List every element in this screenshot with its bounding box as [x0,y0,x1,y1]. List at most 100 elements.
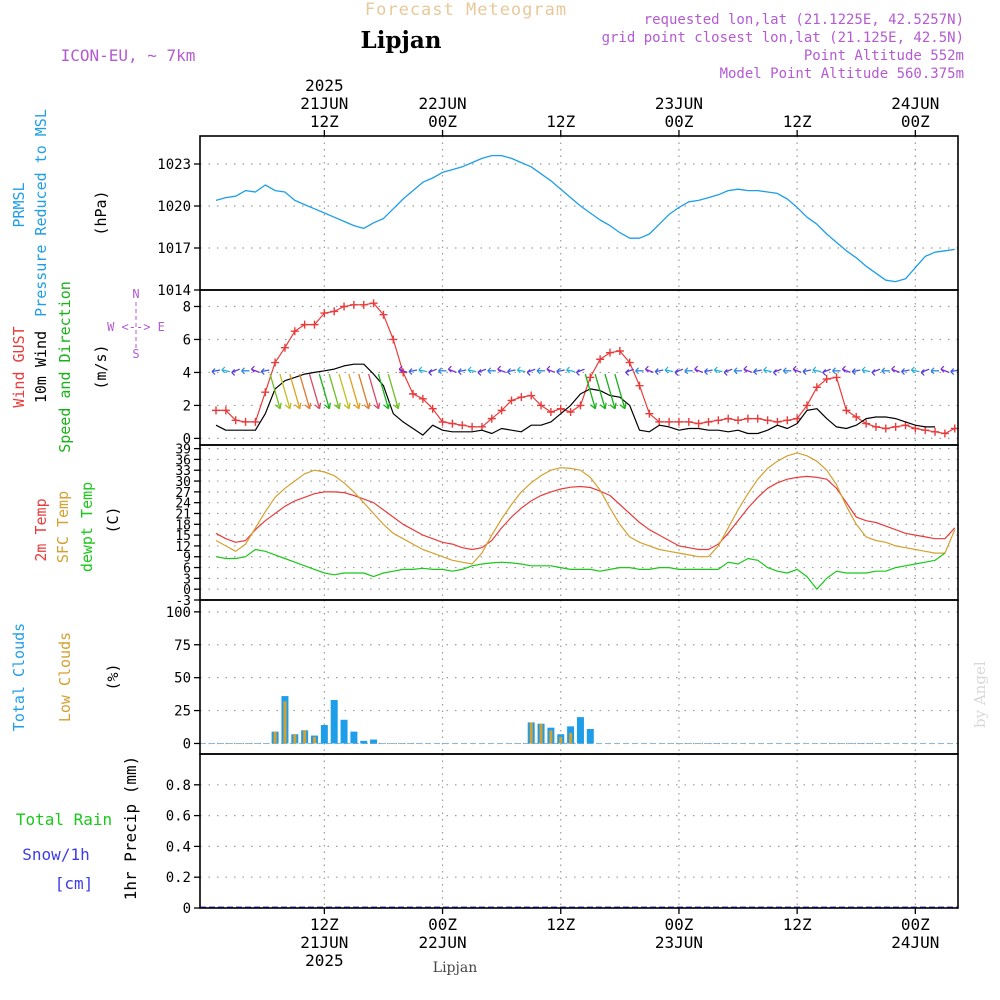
wind-gust-marker [881,424,890,433]
pressure-line [215,154,955,283]
ytick-label: 2 [183,398,191,414]
wind-direction-arrow [881,367,886,375]
panel-frame-temperature [199,444,959,601]
total-cloud-bar [576,717,584,744]
bottom-time-label: 12Z [546,915,575,934]
wind-direction-arrow [458,369,467,373]
wind-gust-marker [497,406,506,415]
wind-direction-arrow [851,368,856,376]
wind-direction-arrow [704,368,708,376]
ytick-label: 36 [175,453,191,468]
wind-direction-arrow [516,366,521,374]
wind-direction-arrow [782,367,787,375]
ytick-label: 4 [183,365,191,381]
ytick-label: 50 [174,671,191,687]
wind-gust-marker [271,358,280,367]
temp-2m-line [215,475,956,551]
wind-direction-arrow [338,373,350,409]
wind-direction-arrow [871,368,876,376]
ytick-label: 18 [175,518,191,533]
model-label: ICON-EU, ~ 7km [61,46,196,65]
ytick-label: 1017 [157,241,191,257]
temp-dewpt-label: dewpt Temp [78,482,96,572]
ytick-label: 3 [183,572,191,587]
wind-gust-marker [261,388,270,397]
wind-gust-marker [684,417,693,426]
wind-direction-arrow [940,365,945,373]
ytick-label: 8 [183,299,191,315]
top-time-label: 12Z [310,112,339,131]
wind-direction-arrow [802,369,812,373]
point-info-line: Point Altitude 552m [804,48,964,64]
wind-direction-arrow [314,402,322,410]
wind-gust-marker [389,335,398,344]
total-cloud-bar [350,731,358,744]
low-cloud-bar [569,732,573,744]
low-cloud-bar [283,701,287,744]
snow-label: Snow/1h [22,845,89,864]
wind-direction-arrow [353,402,361,410]
wind-direction-arrow [383,402,391,410]
total-clouds-label: Total Clouds [10,623,28,731]
bottom-time-label: 00Z [901,915,930,934]
wind-direction-arrow [753,368,758,376]
low-cloud-bar [539,723,543,744]
wind-direction-arrow [743,365,748,373]
wind-direction-arrow [363,402,371,410]
wind-direction-arrow [763,366,768,374]
wind-direction-arrow [763,369,772,373]
wind-direction-arrow [694,365,699,373]
wind-gust-marker [931,427,940,436]
ytick-label: 0.8 [166,778,191,794]
wind-gust-marker [674,417,683,426]
wind-gust-marker [546,408,555,417]
wind-direction-arrow [221,366,226,374]
wind-direction-arrow [589,402,597,410]
wind-gust-marker [212,406,220,415]
wind-direction-arrow [713,366,718,374]
wind-direction-arrow [358,373,370,409]
top-time-label: 00Z [664,112,693,131]
wind-direction-arrow [723,368,728,376]
wind-gust-marker [428,404,437,413]
wind-direction-arrow [714,369,723,373]
temp-2m-label: 2m Temp [32,498,50,561]
total-cloud-bar [360,740,368,744]
ytick-label: 12 [175,540,191,555]
ytick-label: 1014 [157,283,191,299]
top-time-label: 24JUN [891,94,939,113]
ytick-label: 0.6 [166,809,191,825]
wind-gust-marker [803,401,811,410]
wind-direction-arrow [599,402,607,410]
wind-direction-arrow [684,367,689,375]
low-cloud-bar [293,734,297,744]
wind-gust-marker [379,310,388,319]
wind-direction-arrow [664,366,669,374]
wind-direction-arrow [920,368,925,376]
wind-direction-arrow [910,366,915,374]
point-info-line: requested lon,lat (21.1225E, 42.5257N) [644,12,964,28]
wind-direction-arrow [614,373,626,409]
ytick-label: 33 [175,464,191,479]
wind-gust-marker [468,422,477,431]
wind-direction-arrow [377,373,390,409]
wind-gust-marker [714,416,723,425]
wind-gust-marker [458,421,467,430]
wind-direction-arrow [773,368,777,376]
wind-direction-arrow [250,365,255,373]
wind-gust-marker [596,355,605,364]
top-time-label: 00Z [428,112,457,131]
wind-gust-marker [842,406,851,415]
wind-gust-marker [330,307,339,316]
wind-gust-marker [911,424,920,433]
low-cloud-bar [273,731,277,744]
top-time-label: 22JUN [418,94,466,113]
wind-gust-marker [645,409,654,418]
top-time-label: 12Z [783,112,812,131]
temp-sfc-label: SFC Temp [54,491,72,563]
ytick-label: 6 [183,332,191,348]
wind-direction-arrow [269,373,281,409]
wind-gust-marker [901,421,910,430]
top-time-label: 2025 [305,76,344,95]
low-cloud-bar [529,722,533,744]
